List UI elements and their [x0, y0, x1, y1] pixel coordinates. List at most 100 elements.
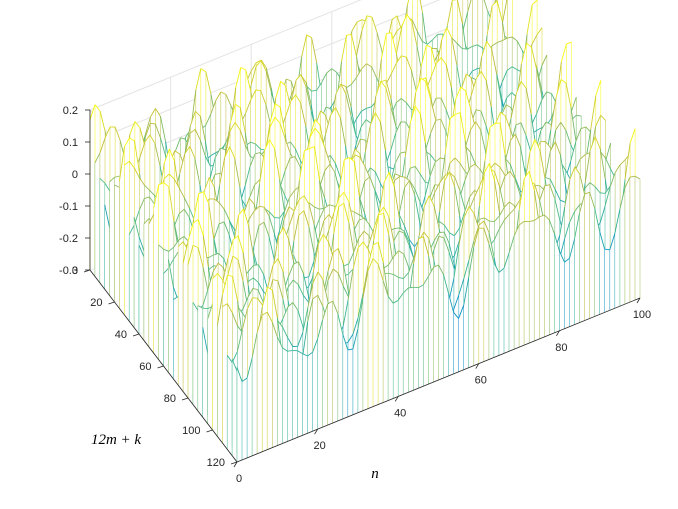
mesh-edge [444, 118, 451, 155]
mesh-edge [427, 39, 433, 45]
mesh-edge [249, 184, 256, 198]
mesh-edge [486, 5, 493, 36]
mesh-edge [383, 213, 390, 235]
mesh-edge [595, 115, 602, 127]
mesh-edge [539, 185, 546, 201]
mesh-edge [454, 227, 460, 236]
mesh-edge [459, 112, 466, 141]
mesh-edge [208, 254, 214, 258]
mesh-edge [511, 66, 518, 70]
mesh-edge [489, 220, 495, 223]
mesh-edge [406, 14, 413, 23]
mesh-edge [364, 176, 371, 182]
mesh-edge [569, 166, 576, 180]
mesh-edge [248, 197, 255, 205]
mesh-edge [340, 83, 347, 95]
mesh-edge [380, 80, 387, 88]
mesh-edge [373, 241, 379, 246]
mesh-edge [404, 225, 410, 241]
mesh-edge [445, 64, 452, 88]
mesh-edge [404, 123, 411, 157]
mesh-edge [237, 235, 244, 253]
mesh-edge [260, 60, 267, 72]
mesh-edge [494, 111, 501, 125]
mesh-edge [494, 180, 500, 214]
mesh-edge [364, 166, 371, 178]
mesh-edge [394, 227, 400, 230]
mesh-edge [383, 206, 390, 218]
mesh-edge [222, 303, 228, 307]
mesh-edge [324, 115, 331, 136]
mesh-edge [398, 227, 405, 232]
mesh-edge [243, 198, 250, 213]
mesh-edge [303, 195, 310, 205]
mesh-edge [378, 206, 385, 214]
mesh-edge [365, 119, 372, 124]
mesh-edge [174, 150, 181, 155]
mesh-edge [523, 171, 530, 179]
mesh-edge [424, 143, 431, 178]
mesh-edge [317, 234, 324, 245]
mesh-edge [423, 231, 430, 239]
mesh-edge [403, 272, 409, 279]
mesh-edge [282, 327, 289, 338]
mesh-edge [99, 110, 106, 132]
mesh-edge [508, 208, 515, 215]
mesh-edge [433, 232, 440, 242]
mesh-edge [133, 167, 140, 179]
mesh-edge [124, 160, 130, 166]
mesh-edge [410, 70, 417, 92]
mesh-edge [259, 150, 265, 185]
mesh-edge [545, 141, 551, 148]
mesh-edge [506, 92, 512, 99]
mesh-edge [342, 263, 349, 293]
mesh-edge [194, 129, 201, 141]
mesh-edge [285, 101, 291, 117]
mesh-edge [515, 122, 522, 126]
mesh-edge [219, 157, 226, 186]
mesh-edge [268, 215, 275, 234]
mesh-edge [279, 210, 285, 219]
mesh-edge [297, 310, 304, 327]
mesh-edge [218, 202, 225, 210]
mesh-edge [520, 122, 527, 136]
mesh-edge [158, 182, 164, 186]
mesh-edge [513, 200, 520, 210]
mesh-edge [224, 146, 231, 158]
mesh-edge [505, 115, 511, 130]
mesh-edge [502, 0, 508, 23]
mesh-edge [173, 251, 179, 260]
mesh-edge [212, 273, 218, 280]
mesh-edge [356, 68, 362, 78]
mesh-edge [454, 186, 461, 217]
mesh-edge [237, 259, 244, 282]
mesh-edge [222, 258, 229, 281]
mesh-edge [440, 118, 447, 131]
mesh-edge [149, 134, 156, 144]
mesh-edge [430, 99, 437, 121]
mesh-edge [352, 247, 359, 270]
mesh-edge [423, 236, 430, 257]
mesh-edge [624, 143, 631, 180]
mesh-edge [531, 47, 538, 70]
mesh-edge [430, 120, 437, 134]
mesh-edge [600, 192, 606, 194]
mesh-edge [208, 203, 215, 239]
mesh-edge [287, 279, 294, 288]
mesh-edge [428, 238, 435, 260]
mesh-edge [333, 206, 340, 235]
mesh-edge [459, 190, 466, 209]
mesh-edge [405, 57, 412, 71]
mesh-edge [255, 59, 262, 64]
mesh-edge [510, 94, 517, 119]
mesh-edge [463, 206, 470, 218]
mesh-edge [232, 235, 239, 241]
mesh-edge [263, 221, 270, 237]
mesh-edge [469, 190, 475, 198]
mesh-edge [129, 137, 135, 142]
mesh-edge [228, 219, 235, 236]
mesh-edge [470, 78, 477, 97]
mesh-edge [368, 228, 375, 245]
mesh-edge [388, 172, 395, 188]
mesh-edge [183, 197, 190, 209]
